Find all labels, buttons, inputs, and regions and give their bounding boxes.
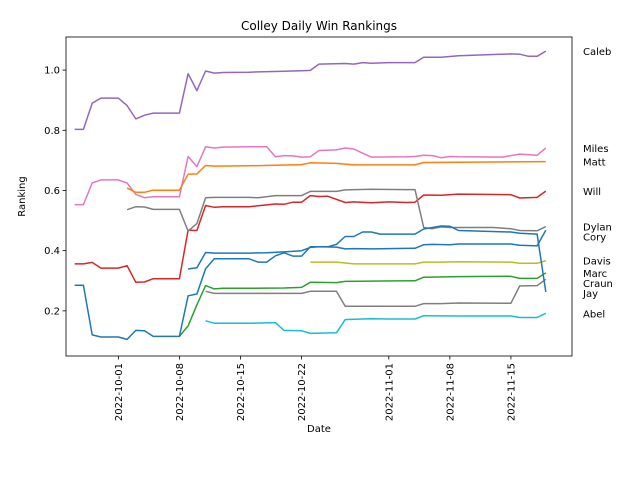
series-label-miles: Miles xyxy=(583,144,609,155)
series-line-craun xyxy=(205,278,547,308)
series-label-dylan: Dylan xyxy=(583,223,612,234)
series-line-matt xyxy=(126,160,546,194)
series-label-matt: Matt xyxy=(583,158,606,169)
x-tick-label: 2022-10-22 xyxy=(297,363,308,421)
series-label-cory: Cory xyxy=(583,233,606,244)
x-tick-label: 2022-11-08 xyxy=(445,363,456,421)
chart-title: Colley Daily Win Rankings xyxy=(241,19,397,33)
series-line-jay xyxy=(74,225,547,341)
x-axis-ticks: 2022-10-01 2022-10-08 2022-10-15 2022-10-22… xyxy=(114,356,517,421)
series-label-jay: Jay xyxy=(582,289,598,300)
series-line-caleb xyxy=(74,50,547,131)
y-tick-label: 0.4 xyxy=(44,246,60,257)
x-tick-label: 2022-10-15 xyxy=(236,363,247,421)
series-lines xyxy=(74,50,547,341)
y-tick-label: 0.6 xyxy=(44,186,60,197)
series-label-will: Will xyxy=(583,187,601,198)
x-tick-label: 2022-11-01 xyxy=(384,363,395,421)
series-line-miles xyxy=(74,146,547,206)
series-label-davis: Davis xyxy=(583,257,611,268)
x-tick-label: 2022-10-08 xyxy=(175,363,186,421)
series-line-davis xyxy=(310,259,547,265)
series-line-will xyxy=(74,190,547,284)
x-tick-label: 2022-10-01 xyxy=(114,363,125,421)
series-label-abel: Abel xyxy=(583,309,605,320)
series-label-marc: Marc xyxy=(583,269,607,280)
series-label-craun: Craun xyxy=(583,279,613,290)
y-axis-ticks: 0.2 0.4 0.6 0.8 1.0 xyxy=(44,66,66,317)
series-label-caleb: Caleb xyxy=(583,47,611,58)
series-line-marc xyxy=(178,272,547,337)
series-line-cory xyxy=(187,229,547,270)
y-tick-label: 0.2 xyxy=(44,306,60,317)
series-line-dylan xyxy=(126,188,547,232)
plot-frame xyxy=(65,36,573,357)
y-tick-label: 0.8 xyxy=(44,126,60,137)
x-tick-label: 2022-11-15 xyxy=(506,363,517,421)
series-line-abel xyxy=(205,312,547,335)
y-axis-label: Ranking xyxy=(17,176,28,216)
x-axis-label: Date xyxy=(307,424,331,435)
y-tick-label: 1.0 xyxy=(44,66,60,77)
